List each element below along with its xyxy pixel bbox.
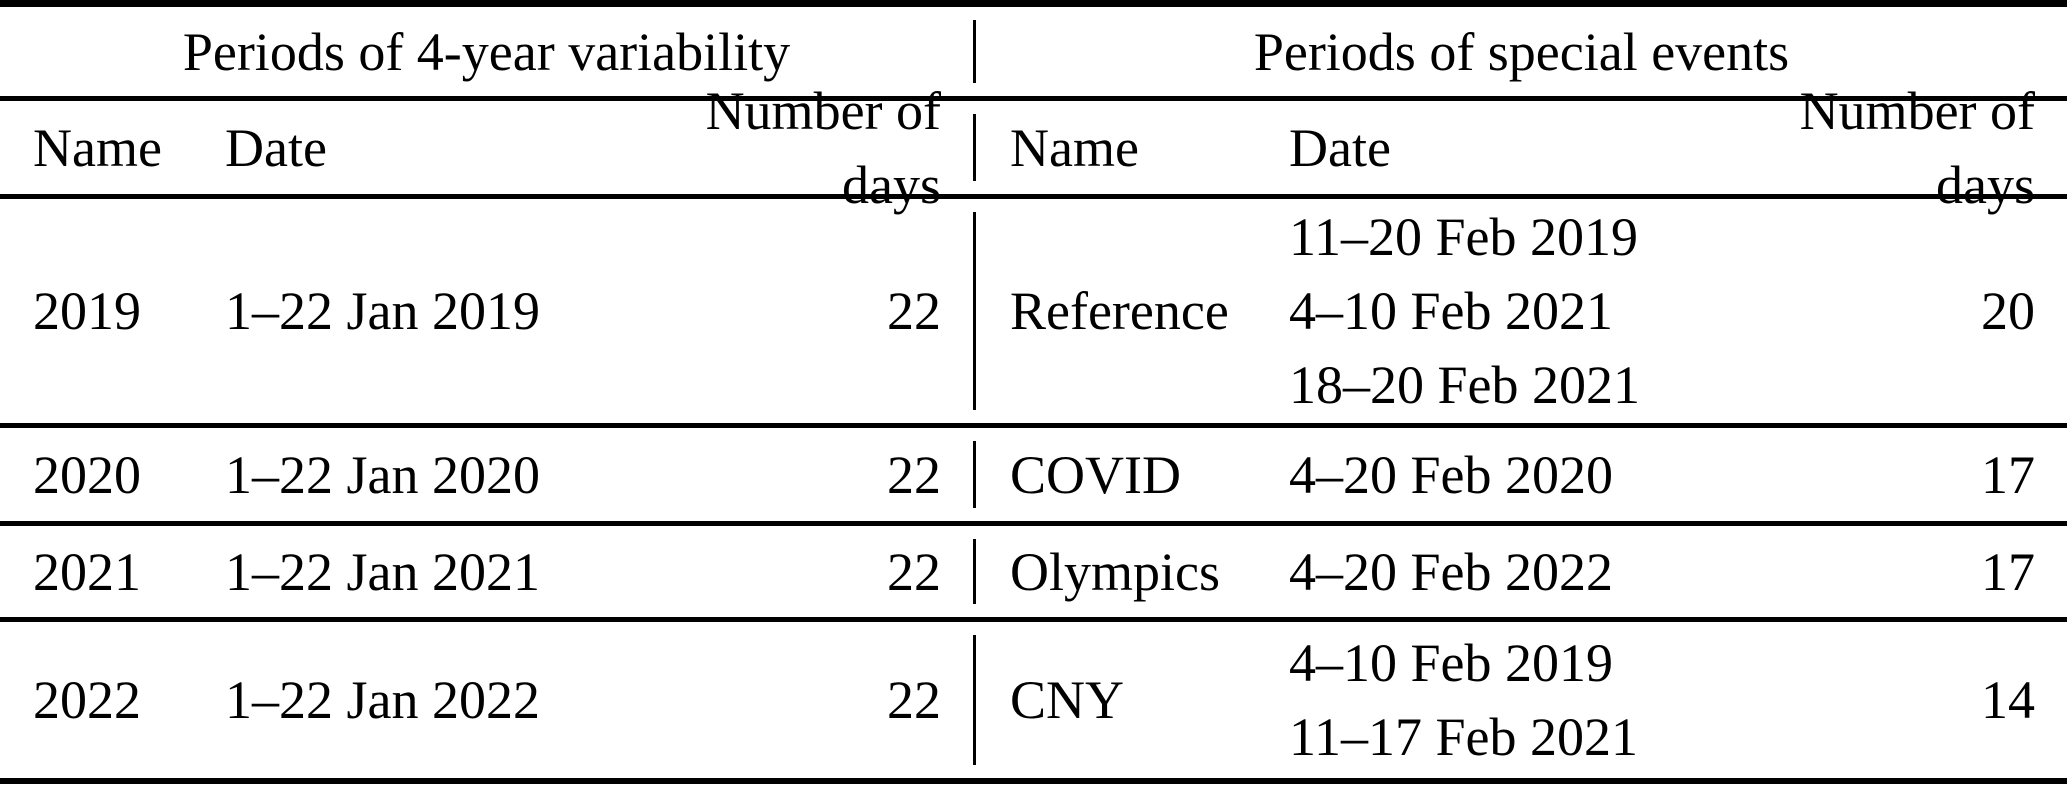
right-row-cells: CNY 4–10 Feb 2019 11–17 Feb 2021 14: [976, 622, 2067, 778]
column-divider-line: [973, 212, 976, 410]
section-header-row: Periods of 4-year variability Periods of…: [0, 7, 2067, 96]
right-row-cells: COVID 4–20 Feb 2020 17: [976, 428, 2067, 521]
horizontal-rule: [0, 96, 2067, 101]
period-days-cell: 17: [1981, 444, 2035, 505]
period-date-cell: 1–22 Jan 2022: [225, 670, 540, 730]
period-name-cell: COVID: [1010, 444, 1181, 505]
period-days-cell: 22: [887, 541, 941, 602]
period-date-cell: 1–22 Jan 2019: [225, 281, 540, 341]
period-date-cell: 4–10 Feb 2019 11–17 Feb 2021: [1289, 633, 1638, 767]
right-days-header: Number of days: [1799, 80, 2035, 215]
period-date-cell: 4–20 Feb 2020: [1289, 444, 1613, 505]
period-days-cell: 14: [1981, 670, 2035, 730]
period-name-cell: Olympics: [1010, 541, 1220, 602]
period-name-cell: 2022: [33, 670, 141, 730]
column-divider-line: [973, 20, 976, 83]
right-row-cells: Olympics 4–20 Feb 2022 17: [976, 526, 2067, 617]
left-column-headers: Name Date Number of days: [0, 81, 973, 215]
left-days-header: Number of days: [705, 80, 941, 215]
period-days-cell: 22: [887, 670, 941, 730]
horizontal-rule: [0, 423, 2067, 428]
right-name-header: Name: [1010, 117, 1139, 178]
period-days-cell: 22: [887, 444, 941, 505]
left-date-header: Date: [225, 117, 327, 178]
period-name-cell: 2019: [33, 281, 141, 341]
right-section-title: Periods of special events: [1253, 21, 1790, 82]
right-row-cells: Reference 11–20 Feb 2019 4–10 Feb 2021 1…: [976, 199, 2067, 423]
period-name-cell: 2021: [33, 541, 141, 602]
column-divider-line: [973, 635, 976, 765]
column-divider-line: [973, 114, 976, 181]
table-row: 2021 1–22 Jan 2021 22 Olympics 4–20 Feb …: [0, 526, 2067, 617]
column-header-row: Name Date Number of days Name Date Numbe…: [0, 81, 2067, 215]
horizontal-rule: [0, 617, 2067, 622]
right-section-header: Periods of special events: [976, 7, 2067, 96]
period-name-cell: Reference: [1010, 281, 1229, 341]
period-days-cell: 20: [1981, 281, 2035, 341]
right-column-headers: Name Date Number of days: [976, 81, 2067, 215]
period-name-cell: CNY: [1010, 670, 1125, 730]
left-section-header: Periods of 4-year variability: [0, 7, 973, 96]
top-rule: [0, 0, 2067, 7]
column-divider-line: [973, 441, 976, 508]
table-row: 2019 1–22 Jan 2019 22 Reference 11–20 Fe…: [0, 199, 2067, 423]
right-date-header: Date: [1289, 117, 1391, 178]
period-date-cell: 1–22 Jan 2021: [225, 541, 540, 602]
period-days-cell: 22: [887, 281, 941, 341]
bottom-rule: [0, 778, 2067, 784]
left-row-cells: 2019 1–22 Jan 2019 22: [0, 199, 973, 423]
left-row-cells: 2022 1–22 Jan 2022 22: [0, 622, 973, 778]
period-date-cell: 11–20 Feb 2019 4–10 Feb 2021 18–20 Feb 2…: [1289, 207, 1640, 415]
column-divider-line: [973, 539, 976, 604]
period-name-cell: 2020: [33, 444, 141, 505]
horizontal-rule: [0, 521, 2067, 526]
left-row-cells: 2021 1–22 Jan 2021 22: [0, 526, 973, 617]
left-name-header: Name: [33, 117, 162, 178]
table-row: 2020 1–22 Jan 2020 22 COVID 4–20 Feb 202…: [0, 428, 2067, 521]
period-date-cell: 1–22 Jan 2020: [225, 444, 540, 505]
left-section-title: Periods of 4-year variability: [182, 21, 791, 82]
period-date-cell: 4–20 Feb 2022: [1289, 541, 1613, 602]
table-row: 2022 1–22 Jan 2022 22 CNY 4–10 Feb 2019 …: [0, 622, 2067, 778]
horizontal-rule: [0, 194, 2067, 199]
period-days-cell: 17: [1981, 541, 2035, 602]
left-row-cells: 2020 1–22 Jan 2020 22: [0, 428, 973, 521]
